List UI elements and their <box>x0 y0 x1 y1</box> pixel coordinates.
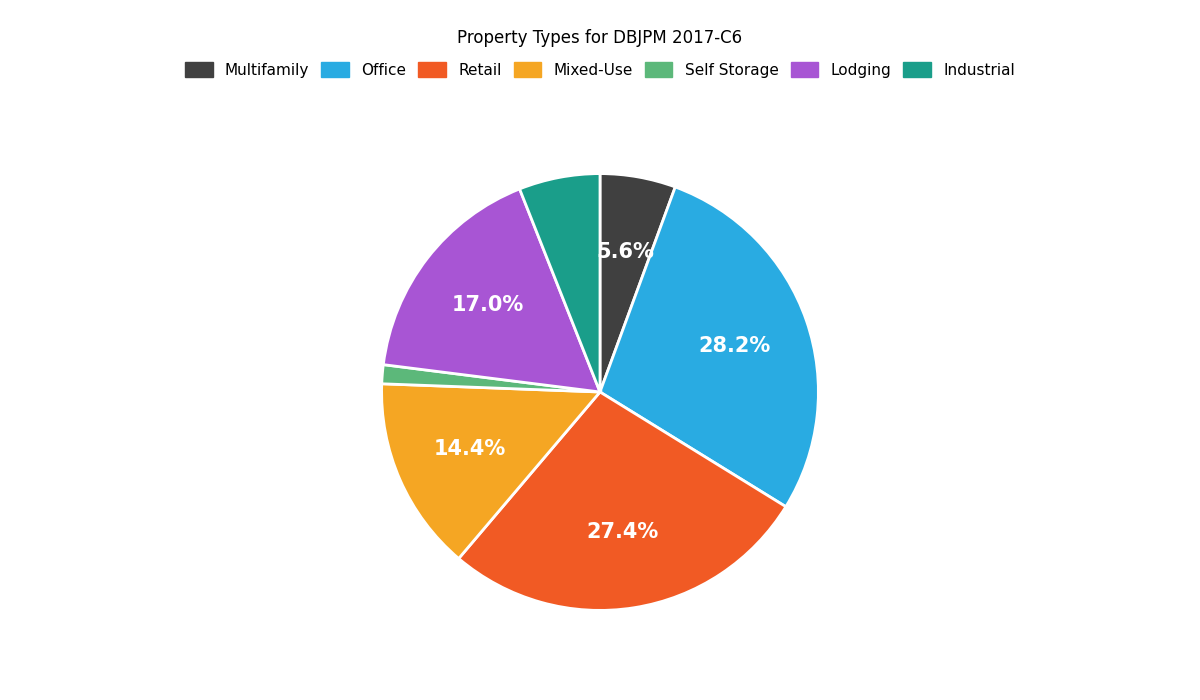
Wedge shape <box>383 189 600 392</box>
Legend: Multifamily, Office, Retail, Mixed-Use, Self Storage, Lodging, Industrial: Multifamily, Office, Retail, Mixed-Use, … <box>179 56 1021 84</box>
Wedge shape <box>600 174 676 392</box>
Title: Property Types for DBJPM 2017-C6: Property Types for DBJPM 2017-C6 <box>457 29 743 47</box>
Wedge shape <box>600 187 818 507</box>
Text: 27.4%: 27.4% <box>586 522 659 543</box>
Text: 17.0%: 17.0% <box>451 295 524 315</box>
Text: 28.2%: 28.2% <box>698 335 770 356</box>
Text: 5.6%: 5.6% <box>596 242 654 262</box>
Wedge shape <box>458 392 786 610</box>
Wedge shape <box>382 384 600 559</box>
Wedge shape <box>520 174 600 392</box>
Wedge shape <box>382 365 600 392</box>
Text: 14.4%: 14.4% <box>434 439 506 459</box>
